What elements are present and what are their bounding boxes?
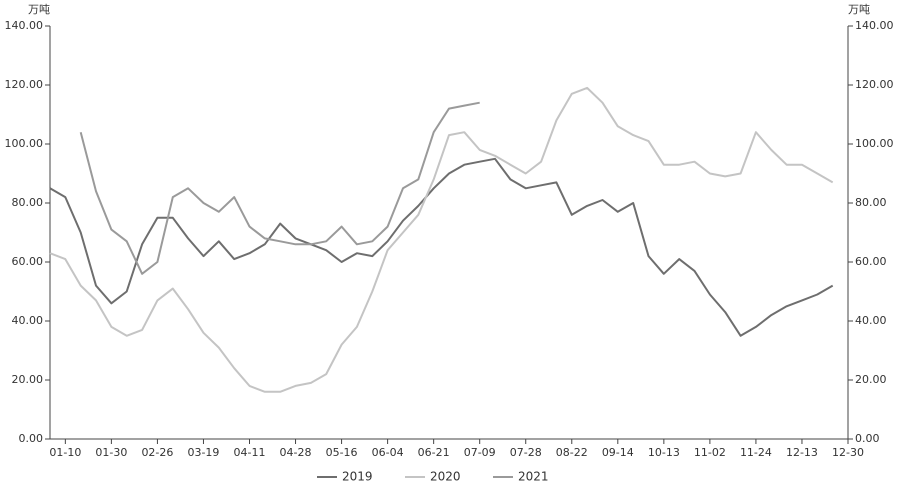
y-tick-label: 0.00 bbox=[19, 432, 44, 445]
y-tick-label: 140.00 bbox=[5, 19, 44, 32]
y2-tick-label: 40.00 bbox=[855, 314, 887, 327]
y2-tick-label: 0.00 bbox=[855, 432, 880, 445]
y-tick-label: 60.00 bbox=[12, 255, 44, 268]
x-tick-label: 03-19 bbox=[187, 446, 219, 459]
y2-tick-label: 120.00 bbox=[855, 78, 894, 91]
x-tick-label: 02-26 bbox=[141, 446, 173, 459]
x-tick-label: 05-16 bbox=[326, 446, 358, 459]
y-tick-label: 40.00 bbox=[12, 314, 44, 327]
x-tick-label: 07-28 bbox=[510, 446, 542, 459]
y-tick-label: 20.00 bbox=[12, 373, 44, 386]
legend-label: 2019 bbox=[342, 470, 373, 484]
y-unit: 万吨 bbox=[28, 3, 50, 16]
series-line bbox=[79, 101, 480, 275]
legend-label: 2020 bbox=[430, 470, 461, 484]
x-tick-label: 04-28 bbox=[280, 446, 312, 459]
y-tick-label: 100.00 bbox=[5, 137, 44, 150]
x-tick-label: 01-30 bbox=[95, 446, 127, 459]
x-tick-label: 08-22 bbox=[556, 446, 588, 459]
y2-tick-label: 20.00 bbox=[855, 373, 887, 386]
y-tick-label: 120.00 bbox=[5, 78, 44, 91]
series-line bbox=[49, 86, 834, 393]
y2-tick-label: 80.00 bbox=[855, 196, 887, 209]
x-tick-label: 11-24 bbox=[740, 446, 772, 459]
x-tick-label: 06-04 bbox=[372, 446, 404, 459]
x-tick-label: 06-21 bbox=[418, 446, 450, 459]
x-tick-label: 07-09 bbox=[464, 446, 496, 459]
x-tick-label: 11-02 bbox=[694, 446, 726, 459]
x-tick-label: 09-14 bbox=[602, 446, 634, 459]
y2-tick-label: 140.00 bbox=[855, 19, 894, 32]
y2-tick-label: 100.00 bbox=[855, 137, 894, 150]
y2-unit: 万吨 bbox=[848, 3, 870, 16]
series-line bbox=[49, 157, 834, 337]
x-tick-label: 10-13 bbox=[648, 446, 680, 459]
x-tick-label: 12-13 bbox=[786, 446, 818, 459]
y-tick-label: 80.00 bbox=[12, 196, 44, 209]
legend-label: 2021 bbox=[518, 470, 549, 484]
x-tick-label: 01-10 bbox=[49, 446, 81, 459]
y2-tick-label: 60.00 bbox=[855, 255, 887, 268]
x-tick-label: 12-30 bbox=[832, 446, 864, 459]
x-tick-label: 04-11 bbox=[234, 446, 266, 459]
